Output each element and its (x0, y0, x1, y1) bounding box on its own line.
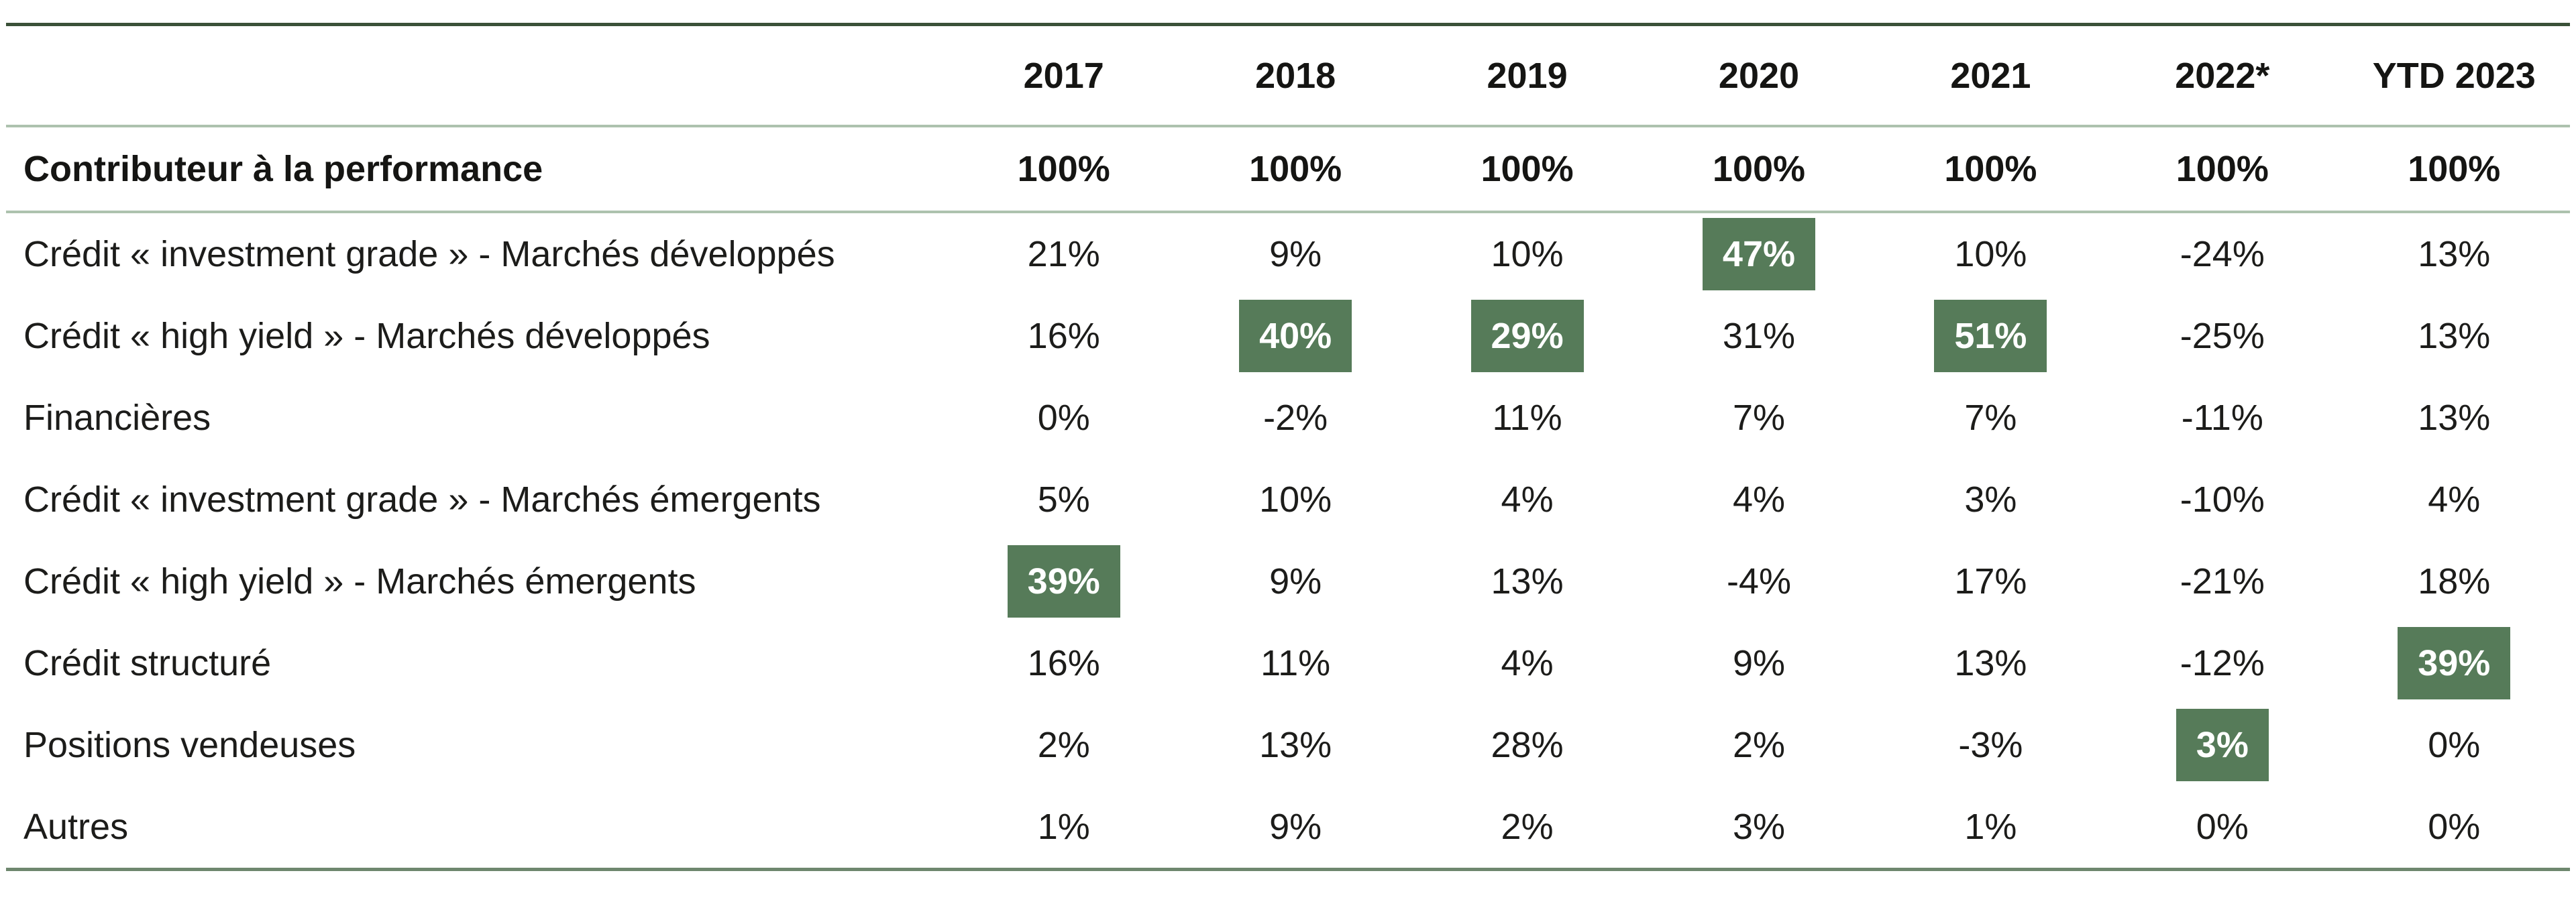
table-row: Crédit structuré 16% 11% 4% 9% 13% -12% 39% (6, 622, 2570, 704)
table-body: Contributeur à la performance 100% 100% 100… (6, 126, 2570, 870)
value-cell: 0% (2196, 807, 2249, 847)
value-cell: 40% (1179, 295, 1411, 377)
value-cell: -4% (1726, 561, 1791, 602)
row-label: Crédit « investment grade » - Marchés dé… (23, 234, 835, 274)
row-label: Financières (23, 398, 211, 438)
table-row: Autres 1% 9% 2% 3% 1% 0% 0% (6, 786, 2570, 870)
value-cell: 4% (1501, 643, 1554, 683)
value-cell: 7% (1964, 398, 2017, 438)
value-cell: 18% (2418, 561, 2491, 602)
value-cell: 0% (2428, 725, 2481, 765)
table-row: Financières 0% -2% 11% 7% 7% -11% 13% (6, 377, 2570, 459)
year-header-cell: 2017 (948, 24, 1180, 127)
value-cell: 13% (2418, 316, 2491, 356)
value-cell: 10% (1491, 234, 1564, 274)
year-header-row: 2017 2018 2019 2020 2021 2022* YTD 2023 (6, 24, 2570, 127)
value-cell: -24% (2180, 234, 2265, 274)
table-row: Positions vendeuses 2% 13% 28% 2% -3% 3% 0% (6, 704, 2570, 786)
value-cell: 10% (1259, 479, 1332, 520)
highlight-badge: 47% (1702, 218, 1816, 290)
total-value-cell: 100% (2106, 126, 2339, 213)
value-cell: 10% (1954, 234, 2027, 274)
value-cell: 5% (1037, 479, 1090, 520)
value-cell: 29% (1411, 295, 1643, 377)
value-cell: 4% (2428, 479, 2481, 520)
corner-cell (6, 24, 948, 127)
value-cell: 13% (2418, 234, 2491, 274)
value-cell: -12% (2180, 643, 2265, 683)
highlight-badge: 40% (1239, 300, 1352, 372)
row-label: Crédit « high yield » - Marchés émergent… (23, 561, 696, 602)
value-cell: -25% (2180, 316, 2265, 356)
value-cell: 47% (1643, 212, 1874, 295)
value-cell: 0% (1037, 398, 1090, 438)
value-cell: 4% (1732, 479, 1785, 520)
table-row: Crédit « investment grade » - Marchés dé… (6, 212, 2570, 295)
value-cell: 21% (1027, 234, 1100, 274)
total-row-label: Contributeur à la performance (6, 126, 948, 213)
year-header-cell: YTD 2023 (2338, 24, 2570, 127)
table-row: Crédit « investment grade » - Marchés ém… (6, 459, 2570, 540)
year-header-cell: 2019 (1411, 24, 1644, 127)
total-value-cell: 100% (1643, 126, 1875, 213)
value-cell: 4% (1501, 479, 1554, 520)
value-cell: 9% (1269, 234, 1322, 274)
total-value-cell: 100% (2338, 126, 2570, 213)
year-header-cell: 2020 (1643, 24, 1875, 127)
value-cell: 0% (2428, 807, 2481, 847)
total-row: Contributeur à la performance 100% 100% 100… (6, 126, 2570, 213)
value-cell: 1% (1964, 807, 2017, 847)
total-value-cell: 100% (1179, 126, 1411, 213)
highlight-badge: 51% (1934, 300, 2047, 372)
year-header-cell: 2021 (1874, 24, 2107, 127)
value-cell: 31% (1722, 316, 1796, 356)
value-cell: 13% (2418, 398, 2491, 438)
performance-contribution-table: 2017 2018 2019 2020 2021 2022* YTD 2023 Contri… (6, 23, 2570, 871)
value-cell: 3% (1964, 479, 2017, 520)
value-cell: 2% (1501, 807, 1554, 847)
value-cell: 1% (1037, 807, 1090, 847)
value-cell: 11% (1492, 398, 1562, 438)
row-label: Crédit structuré (23, 643, 272, 683)
value-cell: 13% (1954, 643, 2027, 683)
value-cell: -2% (1263, 398, 1328, 438)
highlight-badge: 3% (2176, 709, 2269, 781)
total-value-cell: 100% (1874, 126, 2107, 213)
value-cell: 9% (1269, 807, 1322, 847)
value-cell: 9% (1269, 561, 1322, 602)
value-cell: 13% (1259, 725, 1332, 765)
value-cell: -3% (1958, 725, 2023, 765)
table-row: Crédit « high yield » - Marchés développ… (6, 295, 2570, 377)
value-cell: 16% (1027, 643, 1100, 683)
row-label: Crédit « high yield » - Marchés développ… (23, 316, 710, 356)
value-cell: -10% (2180, 479, 2265, 520)
value-cell: 39% (948, 540, 1179, 622)
highlight-badge: 39% (2398, 627, 2511, 699)
row-label: Autres (23, 807, 129, 847)
value-cell: 13% (1491, 561, 1564, 602)
value-cell: 51% (1875, 295, 2106, 377)
value-cell: 9% (1732, 643, 1785, 683)
row-label: Positions vendeuses (23, 725, 356, 765)
value-cell: 3% (1732, 807, 1785, 847)
year-header-cell: 2022* (2106, 24, 2339, 127)
value-cell: 39% (2339, 622, 2570, 704)
value-cell: 16% (1027, 316, 1100, 356)
value-cell: 11% (1260, 643, 1331, 683)
value-cell: 17% (1954, 561, 2027, 602)
total-value-cell: 100% (948, 126, 1180, 213)
highlight-badge: 29% (1470, 300, 1584, 372)
value-cell: 2% (1732, 725, 1785, 765)
value-cell: 2% (1037, 725, 1090, 765)
highlight-badge: 39% (1007, 545, 1120, 618)
year-header-cell: 2018 (1179, 24, 1411, 127)
value-cell: 7% (1732, 398, 1785, 438)
table-row: Crédit « high yield » - Marchés émergent… (6, 540, 2570, 622)
value-cell: 3% (2106, 704, 2338, 786)
value-cell: -21% (2180, 561, 2265, 602)
total-value-cell: 100% (1411, 126, 1644, 213)
value-cell: 28% (1491, 725, 1564, 765)
row-label: Crédit « investment grade » - Marchés ém… (23, 479, 821, 520)
value-cell: -11% (2181, 398, 2263, 438)
